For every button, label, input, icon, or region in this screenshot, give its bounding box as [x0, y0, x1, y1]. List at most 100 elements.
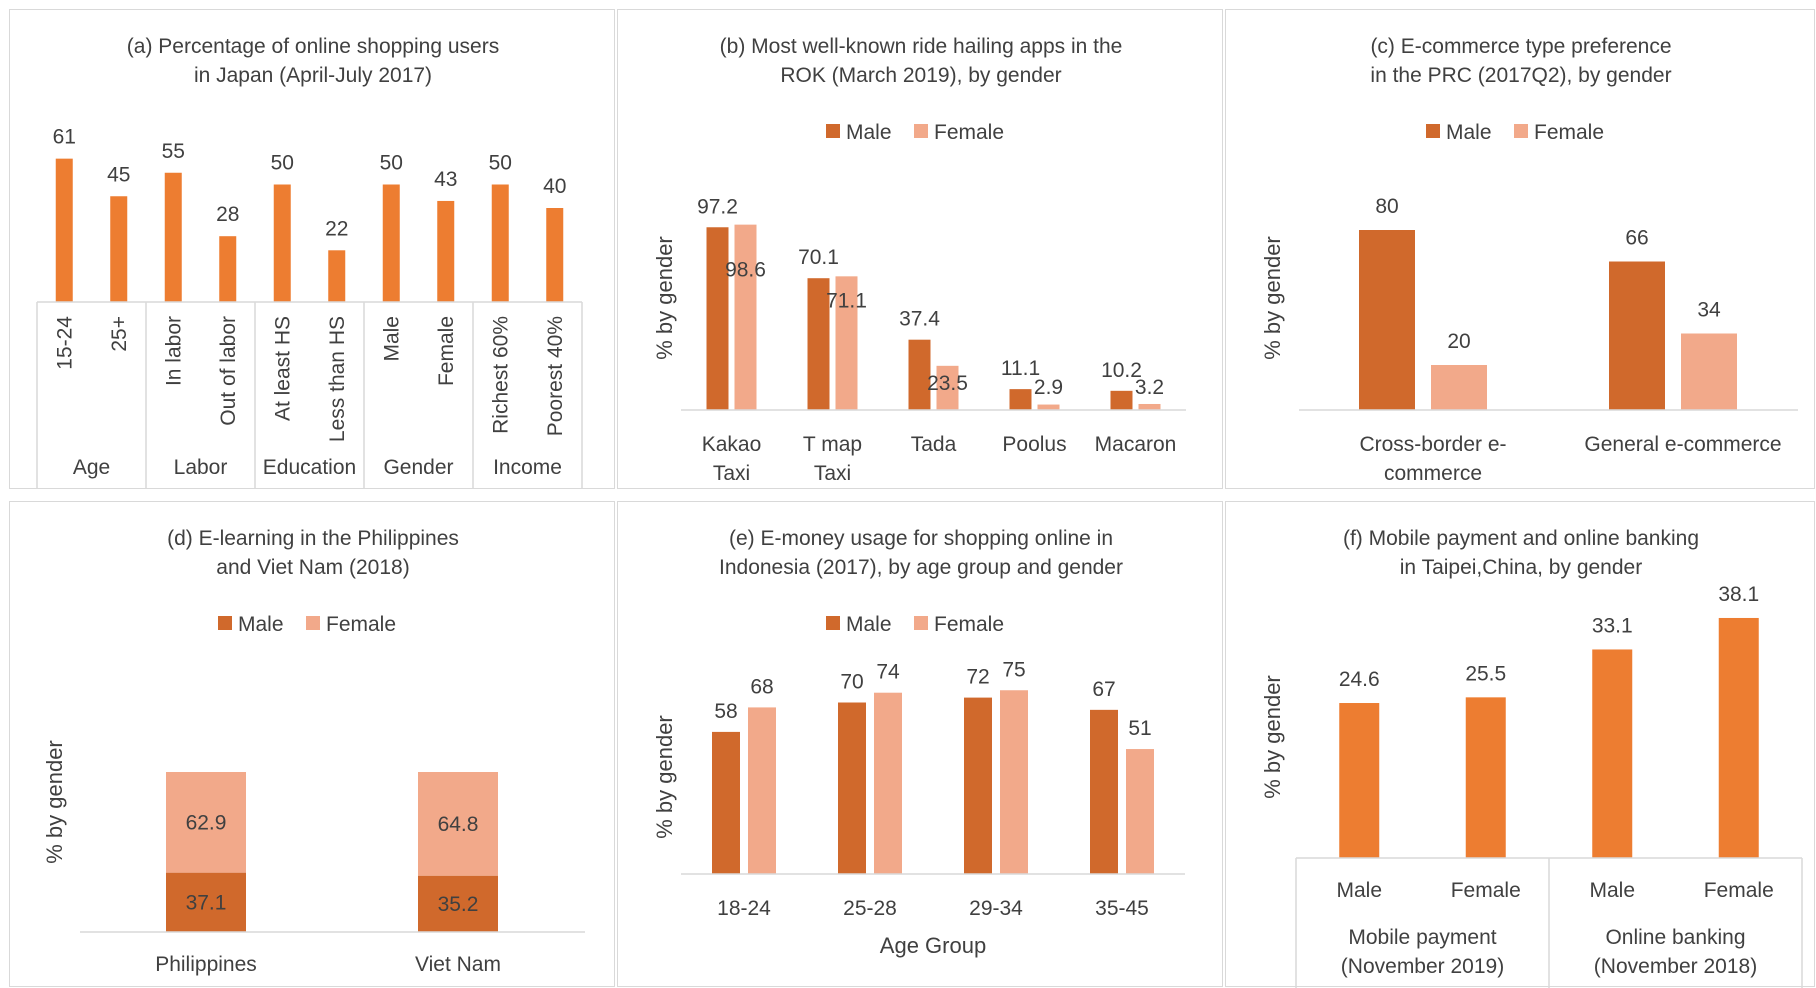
data-label: 23.5: [927, 372, 968, 395]
legend-swatch-male: [218, 616, 232, 630]
category-label: Philippines: [155, 953, 257, 976]
data-label: 70: [840, 671, 863, 694]
bar-male: [1609, 261, 1665, 410]
legend-label: Male: [238, 613, 284, 636]
data-label: 72: [966, 666, 989, 689]
data-label: 50: [489, 152, 512, 175]
category-label: T map: [803, 433, 862, 456]
data-label: 55: [162, 140, 185, 163]
category-label: General e-commerce: [1584, 433, 1781, 456]
bar-female: [1138, 403, 1161, 410]
data-label: 75: [1002, 658, 1025, 681]
chart-d: (d) E-learning in the Philippines and Vie…: [42, 527, 585, 976]
legend-swatch-female: [1514, 124, 1528, 138]
category-label: Poolus: [1002, 433, 1066, 456]
bar: [1465, 697, 1506, 858]
category-label: Female: [1704, 879, 1774, 902]
legend-label: Male: [846, 613, 892, 636]
group-label: Labor: [174, 456, 228, 479]
category-label: 35-45: [1095, 897, 1149, 920]
chart-title-line: ROK (March 2019), by gender: [780, 64, 1061, 87]
category-label: Poorest 40%: [544, 316, 567, 436]
category-label: Out of labor: [217, 316, 240, 426]
x-axis-label: Age Group: [880, 933, 986, 958]
legend-swatch-male: [1426, 124, 1440, 138]
data-label: 38.1: [1718, 583, 1759, 606]
category-label: Macaron: [1095, 433, 1177, 456]
chart-c: (c) E-commerce type preference in the PRC…: [1260, 35, 1798, 485]
data-label: 51: [1128, 717, 1151, 740]
data-label: 24.6: [1339, 668, 1380, 691]
legend-swatch-male: [826, 616, 840, 630]
y-axis-label: % by gender: [42, 740, 67, 864]
data-label: 25.5: [1465, 662, 1506, 685]
category-label: Female: [1451, 879, 1521, 902]
legend-label: Male: [1446, 121, 1492, 144]
bar-female: [1037, 404, 1060, 410]
bar-male: [418, 875, 498, 932]
category-label: Male: [1336, 879, 1382, 902]
data-label: 62.9: [186, 811, 227, 834]
data-label: 43: [434, 168, 457, 191]
y-axis-label: % by gender: [1260, 236, 1285, 360]
chart-title-line: (f) Mobile payment and online banking: [1343, 527, 1699, 550]
panel-f: (f) Mobile payment and online banking in …: [1225, 501, 1815, 988]
chart-a: (a) Percentage of online shopping users i…: [36, 35, 583, 488]
data-label: 98.6: [725, 259, 766, 282]
category-label: In labor: [162, 316, 185, 386]
chart-title-line: (a) Percentage of online shopping users: [127, 35, 499, 58]
bar-male: [908, 339, 931, 410]
category-label: Kakao: [702, 433, 762, 456]
data-label: 22: [325, 217, 348, 240]
category-label: Female: [435, 316, 458, 386]
bar-female: [936, 365, 959, 410]
bar-female: [1000, 690, 1028, 874]
bar: [1718, 617, 1759, 858]
bar-male: [807, 278, 830, 410]
category-label: 15-24: [53, 316, 76, 370]
data-label: 3.2: [1135, 376, 1164, 399]
panel-b: (b) Most well-known ride hailing apps in…: [617, 9, 1223, 489]
category-label: Less than HS: [326, 316, 349, 442]
legend-label: Male: [846, 121, 892, 144]
category-label: 25-28: [843, 897, 897, 920]
bar-male: [1110, 390, 1133, 410]
chart-title-line: in Japan (April-July 2017): [194, 64, 432, 87]
bar: [110, 196, 128, 302]
group-label: Mobile payment: [1348, 926, 1496, 949]
category-label: Male: [380, 316, 403, 362]
bar: [382, 184, 400, 302]
legend-swatch-female: [306, 616, 320, 630]
category-label: Taxi: [814, 462, 851, 485]
chart-e: (e) E-money usage for shopping online in…: [652, 527, 1185, 958]
bar-male: [1009, 389, 1032, 410]
data-label: 71.1: [826, 289, 867, 312]
chart-title-line: (d) E-learning in the Philippines: [167, 527, 459, 550]
chart-f: (f) Mobile payment and online banking in …: [1260, 527, 1803, 988]
chart-b: (b) Most well-known ride hailing apps in…: [652, 35, 1186, 485]
category-label: Viet Nam: [415, 953, 501, 976]
y-axis-label: % by gender: [652, 715, 677, 839]
group-label: Gender: [383, 456, 453, 479]
legend-label: Female: [934, 613, 1004, 636]
bar: [328, 250, 346, 302]
data-label: 37.1: [186, 891, 227, 914]
data-label: 40: [543, 175, 566, 198]
data-label: 45: [107, 163, 130, 186]
legend-label: Female: [934, 121, 1004, 144]
chart-title-line: (b) Most well-known ride hailing apps in…: [720, 35, 1123, 58]
y-axis-label: % by gender: [1260, 675, 1285, 799]
group-label: Education: [263, 456, 356, 479]
group-label: Age: [73, 456, 110, 479]
bar-female: [835, 276, 858, 410]
data-label: 11.1: [1001, 357, 1040, 380]
bar-female: [734, 224, 757, 410]
bar: [1339, 703, 1380, 858]
panel-d: (d) E-learning in the Philippines and Vie…: [9, 501, 615, 987]
data-label: 61: [53, 126, 76, 149]
legend-swatch-female: [914, 616, 928, 630]
category-label: Taxi: [713, 462, 750, 485]
bar-female: [166, 772, 246, 873]
bar-female: [1126, 749, 1154, 874]
group-label: Online banking: [1605, 926, 1745, 949]
